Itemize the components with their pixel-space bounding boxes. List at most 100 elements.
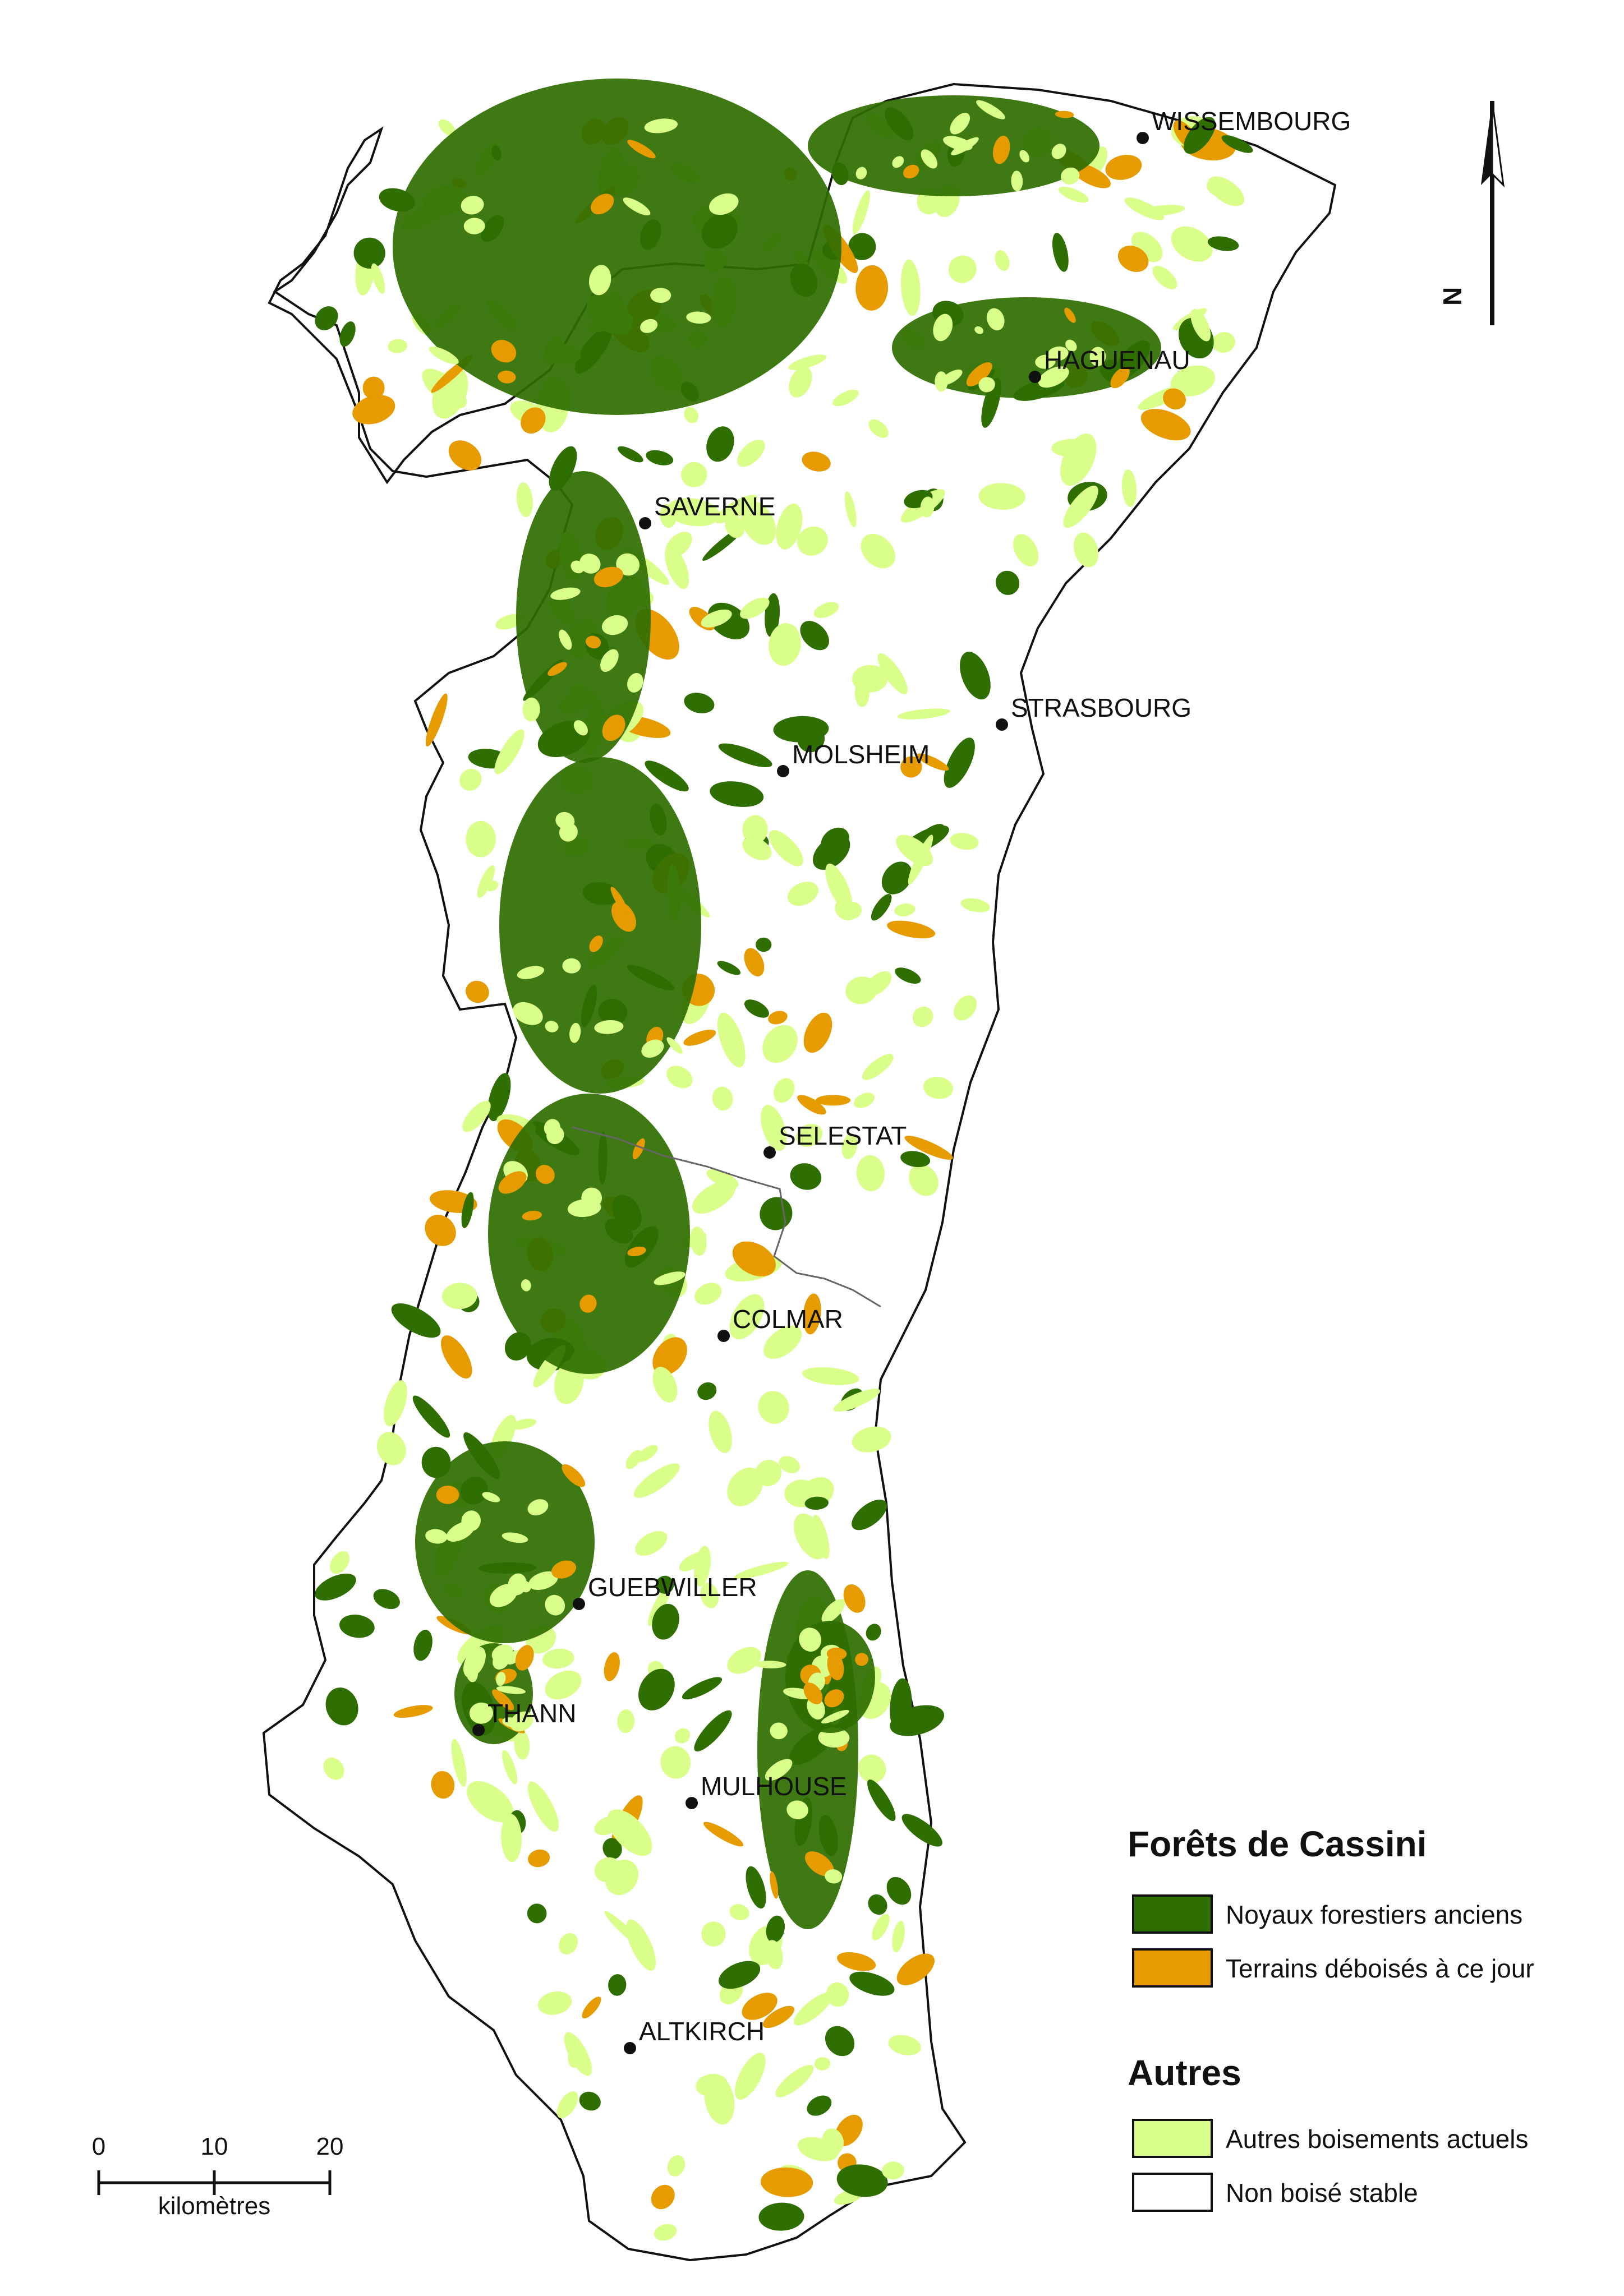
forest-patch: [562, 958, 581, 974]
forest-patch: [425, 1529, 448, 1544]
forest-patch: [881, 861, 912, 895]
city-marker-icon: [639, 517, 651, 529]
forest-patch: [573, 720, 588, 736]
scale-tick-label-20: 20: [316, 2133, 344, 2160]
forest-patch: [697, 1382, 717, 1400]
legend-title-cassini: Forêts de Cassini: [1128, 1824, 1427, 1864]
forest-patch: [776, 503, 803, 550]
forest-patch: [849, 1971, 895, 1996]
forest-patch: [852, 1426, 891, 1453]
forest-patch: [719, 1961, 761, 1989]
forest-patch: [943, 136, 973, 151]
forest-patch: [548, 662, 567, 676]
forest-patch: [610, 887, 628, 914]
forest-patch: [487, 1073, 511, 1122]
forest-patch: [659, 504, 677, 528]
forest-patch: [652, 1603, 679, 1640]
forest-patch: [498, 370, 516, 384]
forest-patch: [641, 1039, 664, 1058]
forest-patch: [442, 1283, 477, 1310]
forest-patch: [740, 501, 776, 545]
scale-bar: 0 10 20 kilomètres: [92, 2133, 344, 2220]
forest-patches: [315, 79, 1253, 2241]
forest-patch: [633, 1463, 680, 1498]
forest-patch: [1170, 365, 1216, 397]
forest-patch: [765, 1940, 783, 1970]
forest-patch: [822, 2128, 844, 2155]
forest-patch: [700, 1583, 719, 1608]
forest-patch: [608, 1974, 627, 1996]
forest-patch: [562, 1464, 586, 1487]
forest-patch: [717, 1012, 746, 1068]
forest-patch: [1140, 409, 1191, 441]
forest-patch: [640, 319, 658, 333]
forest-patch: [477, 865, 495, 898]
forest-patch: [466, 820, 496, 857]
city-label: THANN: [487, 1699, 576, 1728]
forest-patch: [1047, 346, 1069, 361]
forest-patch: [527, 1499, 549, 1516]
forest-patch: [706, 426, 734, 462]
city-label: GUEBWILLER: [588, 1573, 757, 1602]
forest-patch: [589, 935, 603, 952]
forest-patch: [727, 1467, 763, 1506]
forest-patch: [1058, 186, 1089, 203]
forest-patch: [836, 2164, 888, 2197]
forest-patch: [900, 1151, 931, 1168]
forest-patch: [516, 482, 533, 518]
city-label: COLMAR: [733, 1304, 843, 1334]
forest-patch: [594, 1857, 622, 1883]
forest-patch: [679, 1552, 707, 1571]
legend-label-ancient-forest: Noyaux forestiers anciens: [1226, 1900, 1522, 1929]
forest-patch: [804, 1496, 829, 1510]
forest-patch: [912, 1006, 933, 1027]
forest-patch: [666, 498, 720, 527]
forest-patch: [429, 346, 459, 365]
forest-patch: [651, 2184, 675, 2210]
forest-patch: [774, 1078, 795, 1103]
forest-patch: [602, 1838, 622, 1860]
forest-patch: [824, 1689, 844, 1708]
forest-patch: [644, 118, 678, 133]
forest-patch: [582, 1997, 601, 2019]
forest-patch: [734, 2053, 766, 2100]
forest-patch: [339, 321, 356, 347]
forest-patch: [950, 833, 979, 850]
forest-patch: [872, 1914, 890, 1940]
forest-patch: [393, 1705, 433, 1718]
forest-patch: [686, 311, 711, 324]
forest-patch: [451, 1739, 467, 1787]
forest-patch: [545, 1670, 582, 1700]
forest-patch: [802, 1367, 859, 1385]
city-marker-icon: [624, 2042, 636, 2054]
city-marker-icon: [763, 1146, 776, 1159]
forest-patch: [995, 570, 1020, 595]
forest-patch: [727, 1647, 761, 1674]
forest-patch: [461, 1192, 474, 1228]
forest-patch: [758, 2202, 804, 2231]
forest-patch: [787, 882, 818, 906]
forest-patch: [933, 313, 953, 342]
forest-patch: [600, 649, 619, 672]
forest-patch: [825, 1869, 843, 1884]
city-marker-icon: [686, 1797, 698, 1809]
forest-patch: [762, 2005, 795, 2028]
forest-patch: [709, 193, 739, 215]
forest-patch: [734, 1561, 789, 1579]
forest-patch: [852, 1499, 887, 1530]
forest-patch: [689, 1227, 707, 1256]
forest-patch: [904, 1136, 953, 1160]
department-boundary: [572, 1126, 881, 1308]
forest-patch: [871, 894, 892, 921]
legend-label-deforested: Terrains déboisés à ce jour: [1226, 1954, 1534, 1983]
forest-patch: [960, 898, 990, 912]
ancient-forest-core: [393, 79, 841, 415]
forest-patch: [790, 1163, 822, 1190]
forest-patch: [627, 1246, 646, 1257]
forest-patch: [732, 1241, 776, 1277]
forest-patch: [652, 1367, 678, 1403]
forest-patch: [892, 156, 904, 168]
forest-patch: [627, 672, 643, 693]
forest-patch: [425, 693, 448, 747]
city-marker-icon: [717, 1330, 730, 1342]
